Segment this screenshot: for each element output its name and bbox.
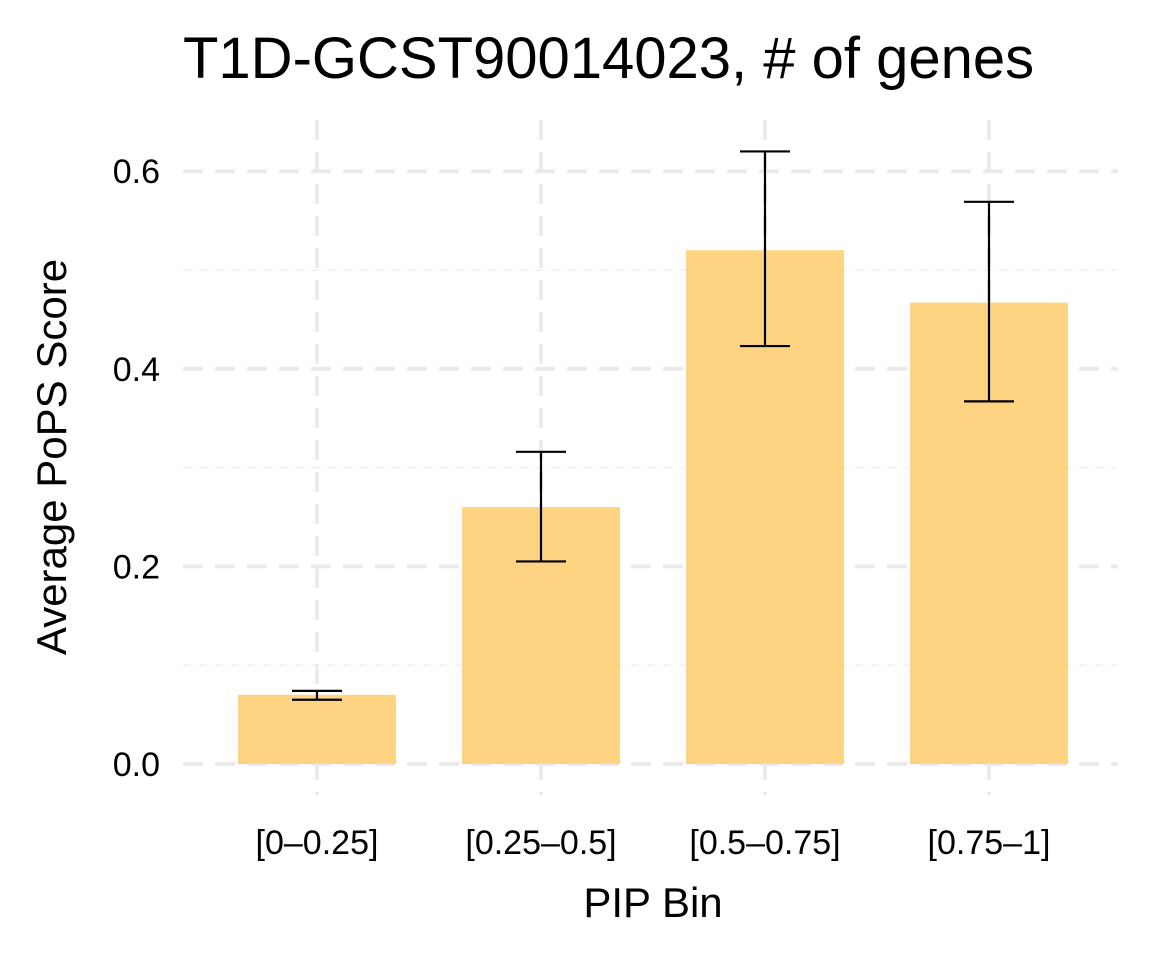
chart-title: T1D-GCST90014023, # of genes [183, 26, 1034, 91]
error-bars-layer [292, 150, 1014, 701]
y-tick-label: 0.4 [113, 351, 160, 389]
x-tick-label: [0–0.25] [256, 824, 379, 862]
x-tick-label: [0.75–1] [928, 824, 1051, 862]
x-axis-title: PIP Bin [583, 879, 722, 926]
y-axis-title: Average PoPS Score [28, 259, 75, 655]
bars-layer [238, 250, 1068, 765]
y-tick-label: 0.0 [113, 746, 160, 784]
y-tick-label: 0.2 [113, 548, 160, 586]
tick-labels-layer: 0.0 0.2 0.4 0.6 [0–0.25] [0.25–0.5] [0.5–0.75]… [113, 153, 1051, 862]
x-tick-label: [0.5–0.75] [689, 824, 840, 862]
bar-1 [238, 694, 396, 764]
y-tick-label: 0.6 [113, 153, 160, 191]
x-tick-label: [0.25–0.5] [465, 824, 616, 862]
